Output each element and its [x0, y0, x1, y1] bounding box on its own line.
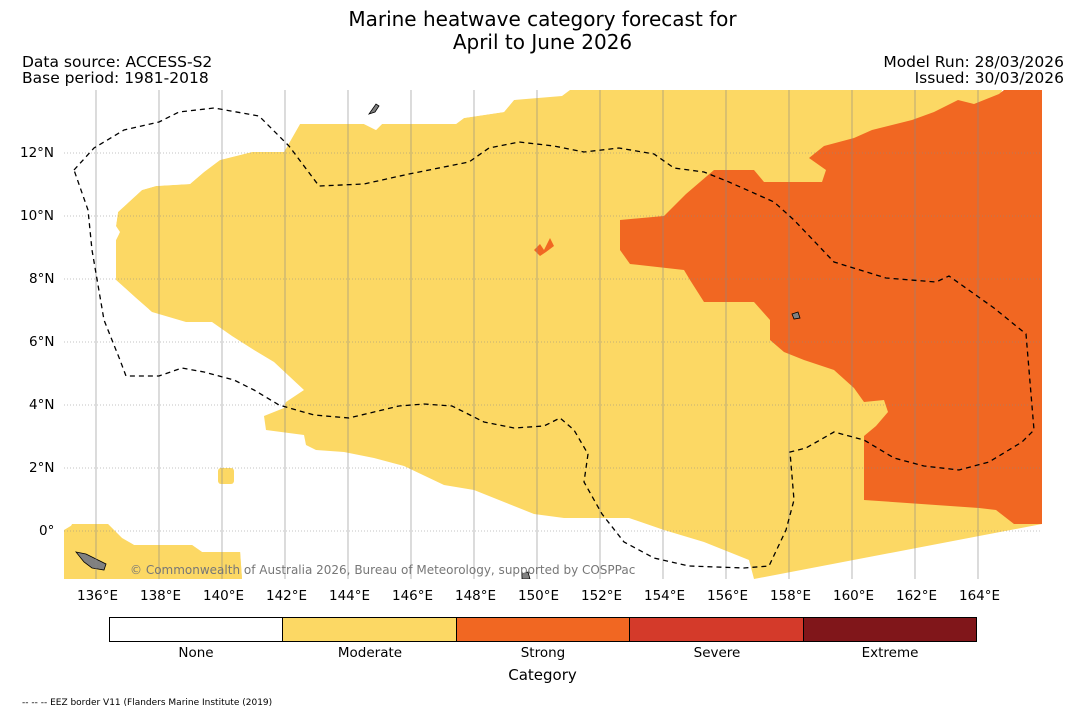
category-colorbar — [109, 617, 977, 642]
issued-date: Issued: 30/03/2026 — [914, 69, 1064, 87]
copyright-notice: © Commonwealth of Australia 2026, Bureau… — [130, 563, 636, 577]
colorbar-label-extreme: Extreme — [861, 645, 919, 661]
land-island-north — [367, 103, 380, 115]
lon-tick-144: 144°E — [329, 588, 371, 604]
strong-patch — [534, 238, 554, 256]
lon-tick-152: 152°E — [581, 588, 623, 604]
lat-tick-6n: 6°N — [29, 334, 55, 350]
lon-tick-154: 154°E — [644, 588, 686, 604]
colorbar-strong — [456, 618, 631, 641]
lon-tick-146: 146°E — [392, 588, 434, 604]
lon-tick-140: 140°E — [203, 588, 245, 604]
lon-tick-156: 156°E — [707, 588, 749, 604]
lon-tick-136: 136°E — [77, 588, 119, 604]
lon-tick-162: 162°E — [896, 588, 938, 604]
lon-tick-142: 142°E — [266, 588, 308, 604]
strong-region — [620, 90, 1042, 524]
lon-tick-160: 160°E — [833, 588, 875, 604]
colorbar-moderate — [283, 618, 457, 641]
lon-tick-148: 148°E — [455, 588, 497, 604]
colorbar-severe — [630, 618, 804, 641]
lon-tick-164: 164°E — [959, 588, 1001, 604]
land-island-east — [791, 311, 801, 320]
model-run: Model Run: 28/03/2026 — [883, 53, 1064, 71]
moderate-patch-1b — [218, 468, 234, 484]
lat-tick-10n: 10°N — [20, 208, 55, 224]
colorbar-label-severe: Severe — [693, 645, 741, 661]
grid-lines — [64, 90, 1042, 579]
eez-border — [73, 107, 1035, 569]
lat-tick-2n: 2°N — [29, 460, 55, 476]
moderate-sw — [64, 524, 242, 579]
lon-tick-158: 158°E — [770, 588, 812, 604]
colorbar-label-strong: Strong — [520, 645, 566, 661]
eez-footnote: -- -- -- EEZ border V11 (Flanders Marine… — [22, 698, 273, 708]
meta-left: Data source: ACCESS-S2 Base period: 1981… — [22, 54, 212, 86]
lat-tick-12n: 12°N — [20, 145, 55, 161]
title-line-1: Marine heatwave category forecast for — [348, 7, 737, 31]
lon-tick-150: 150°E — [518, 588, 560, 604]
lon-tick-138: 138°E — [140, 588, 182, 604]
map-title: Marine heatwave category forecast for Ap… — [0, 8, 1085, 54]
colorbar-title: Category — [508, 666, 577, 684]
lat-tick-0: 0° — [39, 523, 55, 539]
lat-tick-4n: 4°N — [29, 397, 55, 413]
colorbar-extreme — [803, 618, 977, 641]
data-source: Data source: ACCESS-S2 — [22, 53, 213, 71]
meta-right: Model Run: 28/03/2026 Issued: 30/03/2026 — [883, 54, 1064, 86]
colorbar-none — [110, 618, 284, 641]
land-island-south — [521, 571, 531, 579]
map-panel: © Commonwealth of Australia 2026, Bureau… — [64, 90, 1042, 579]
land-mass-sw — [75, 551, 107, 571]
heatwave-map — [64, 90, 1042, 579]
colorbar-label-moderate: Moderate — [337, 645, 403, 661]
title-line-2: April to June 2026 — [452, 30, 633, 54]
base-period: Base period: 1981-2018 — [22, 69, 209, 87]
lat-tick-8n: 8°N — [29, 271, 55, 287]
colorbar-label-none: None — [178, 645, 214, 661]
none-region-west — [64, 90, 754, 579]
